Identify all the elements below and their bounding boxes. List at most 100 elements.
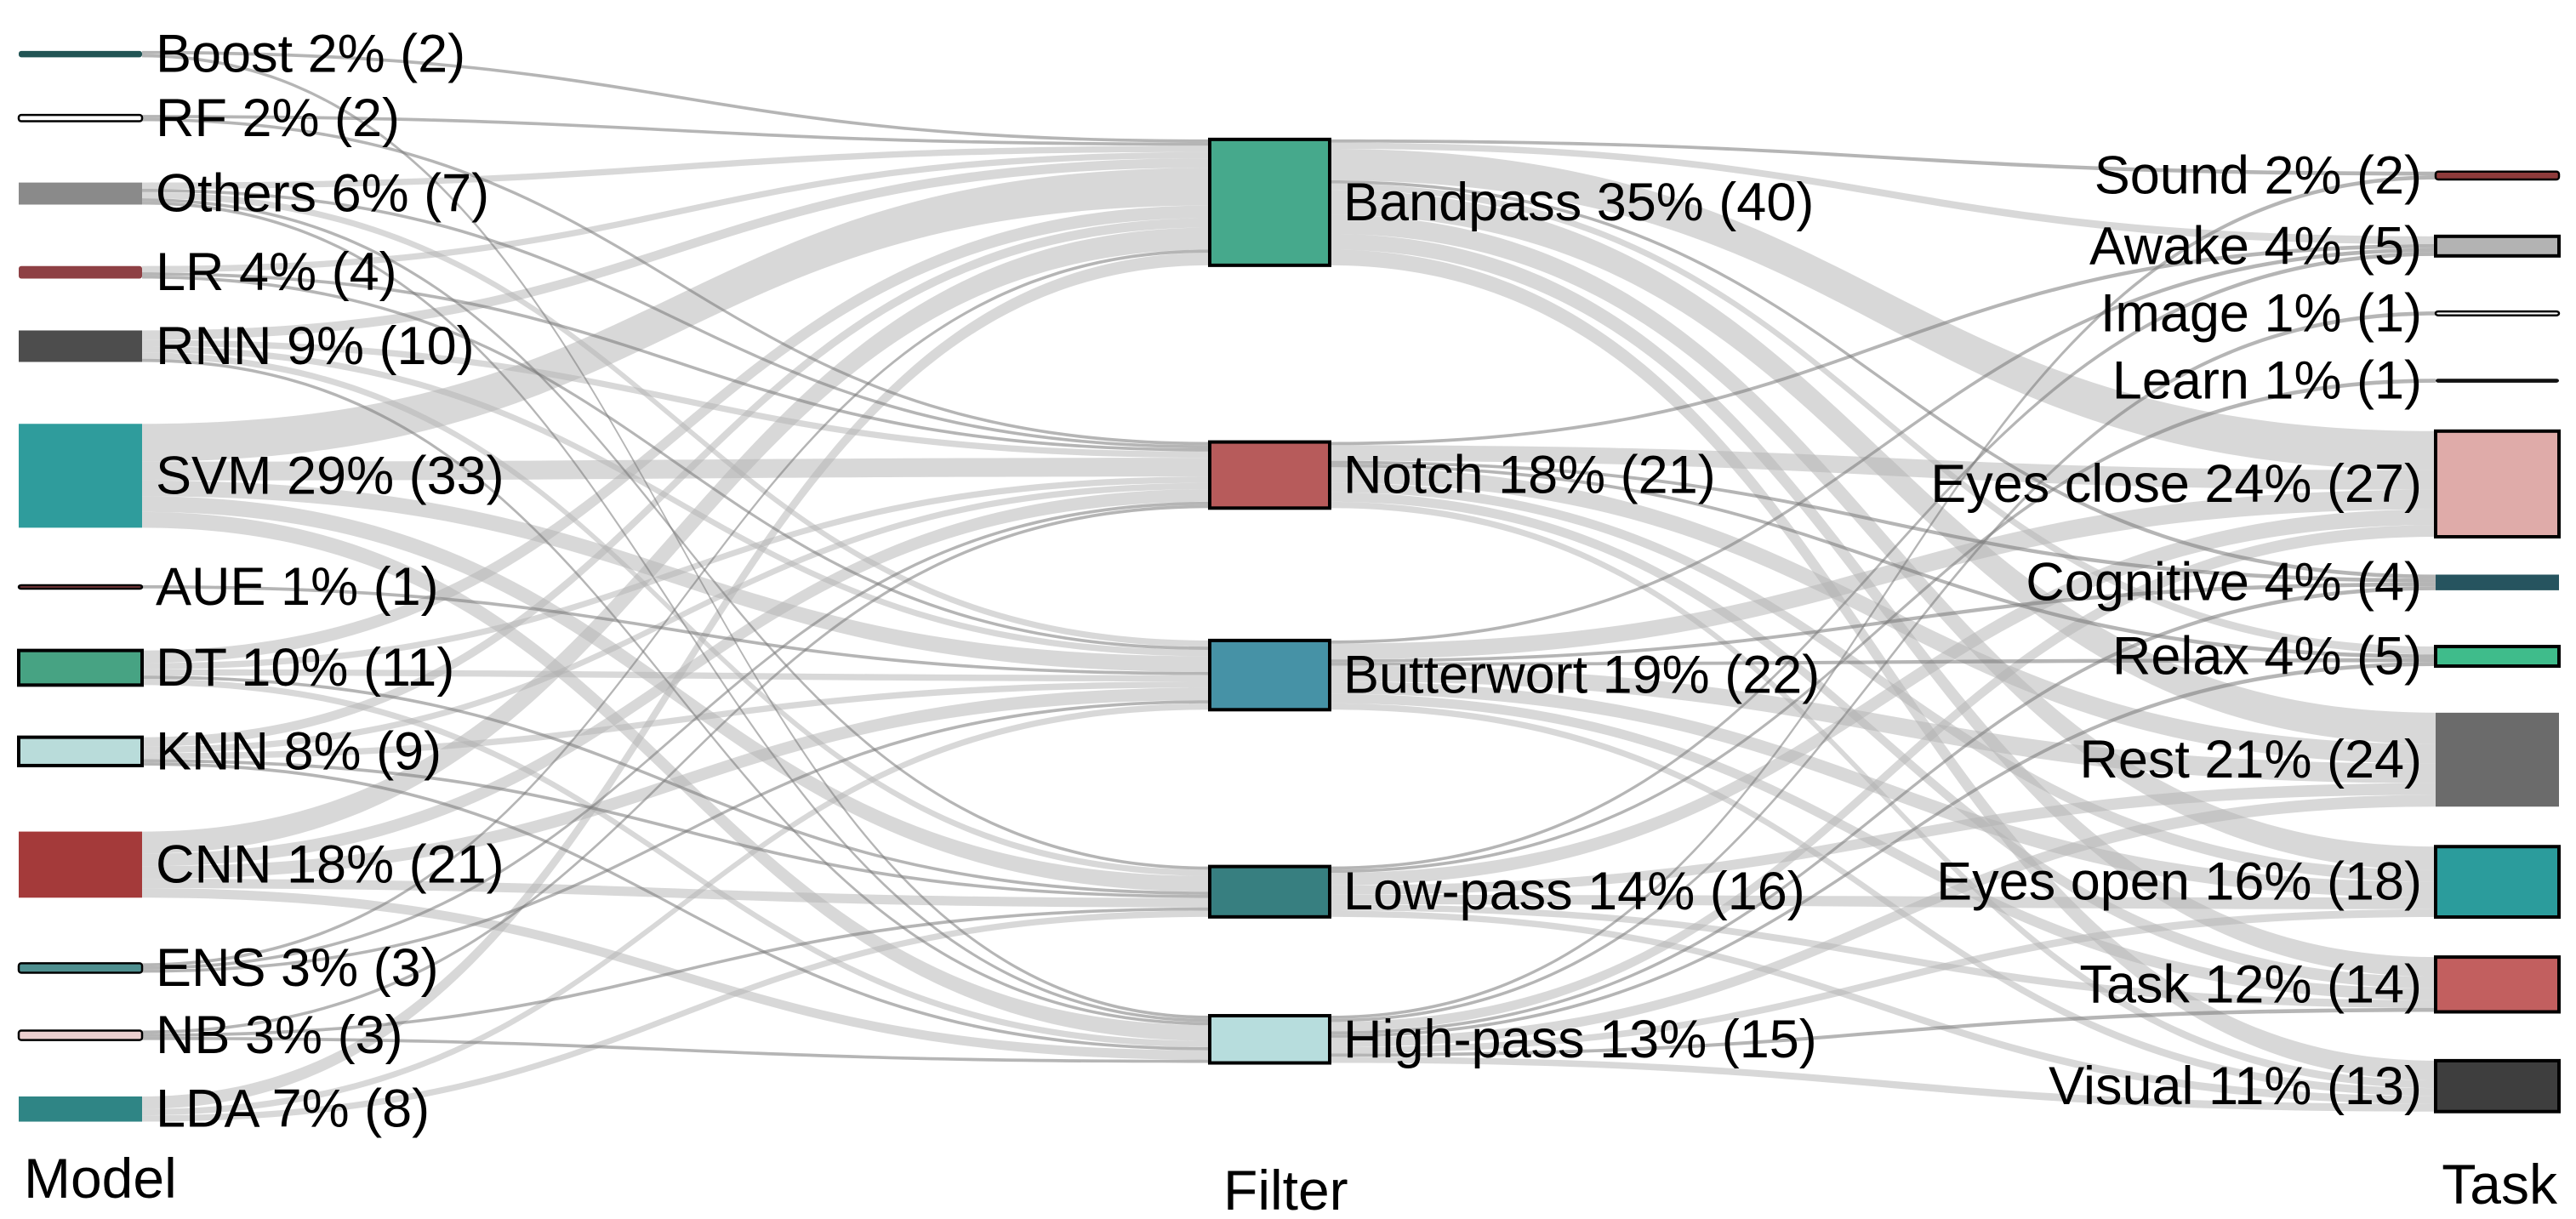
flow-bandpass-to-cognitive: [1330, 179, 2436, 579]
flow-high-pass-to-eyes-open: [1330, 909, 2436, 1054]
node-label-visual: Visual 11% (13): [2049, 1057, 2422, 1116]
flow-svm-to-butterwort: [142, 480, 1210, 672]
flow-notch-to-cognitive: [1330, 460, 2436, 583]
flow-low-pass-to-visual: [1330, 910, 2436, 1104]
flow-notch-to-rest: [1330, 467, 2436, 764]
flow-high-pass-to-rest: [1330, 795, 2436, 1048]
nodes-layer: [17, 50, 2561, 1122]
node-labels-layer: Boost 2% (2)RF 2% (2) Others 6% (7) LR 4% …: [156, 25, 2422, 1139]
flow-notch-to-awake: [1330, 244, 2436, 446]
flow-rnn-to-high-pass: [142, 358, 1210, 1026]
flow-rnn-to-notch: [142, 339, 1210, 459]
node-high-pass: [1208, 1014, 1331, 1065]
node-rf: [17, 113, 144, 122]
node-label-butterwort: Butterwort 19% (22): [1343, 646, 1820, 705]
flow-low-pass-to-learn: [1330, 379, 2436, 874]
flow-bandpass-to-sound: [1330, 139, 2436, 176]
flow-rnn-to-bandpass: [142, 158, 1210, 340]
node-label-task: Task 12% (14): [2079, 954, 2422, 1014]
flow-svm-to-notch: [142, 458, 1210, 481]
column-label-model: Model: [24, 1147, 177, 1210]
flow-high-pass-to-eyes-close: [1330, 525, 2436, 1032]
flow-others-to-notch: [142, 189, 1210, 448]
node-label-rf: RF 2% (2): [156, 88, 400, 148]
node-label-dt: DT 10% (11): [156, 638, 454, 698]
node-nb: [17, 1029, 144, 1041]
flow-others-to-low-pass: [142, 198, 1210, 870]
node-label-eyes-open: Eyes open 16% (18): [1936, 852, 2422, 912]
node-image: [2434, 310, 2561, 316]
node-label-others: Others 6% (7): [156, 164, 489, 224]
flow-butterwort-to-task: [1330, 693, 2436, 1000]
flow-butterwort-to-rest: [1330, 665, 2436, 783]
node-label-cognitive: Cognitive 4% (4): [2026, 553, 2422, 612]
flow-cnn-to-bandpass: [142, 227, 1210, 854]
node-svm: [19, 424, 142, 528]
flow-boost-to-bandpass: [142, 50, 1210, 143]
flow-low-pass-to-task: [1330, 904, 2436, 1008]
node-label-rnn: RNN 9% (10): [156, 316, 475, 376]
node-label-learn: Learn 1% (1): [2112, 351, 2422, 411]
flow-butterwort-to-visual: [1330, 703, 2436, 1097]
node-label-high-pass: High-pass 13% (15): [1343, 1010, 1817, 1069]
flow-nb-to-low-pass: [142, 907, 1210, 1037]
node-label-boost: Boost 2% (2): [156, 25, 465, 84]
flow-rnn-to-butterwort: [142, 345, 1210, 657]
node-others: [19, 182, 142, 205]
flow-bandpass-to-eyes-close: [1330, 148, 2436, 470]
node-label-relax: Relax 4% (5): [2112, 627, 2422, 686]
flow-butterwort-to-eyes-open: [1330, 681, 2436, 898]
node-knn: [17, 735, 144, 767]
flow-dt-to-bandpass: [142, 205, 1210, 664]
flow-rf-to-notch: [142, 117, 1210, 446]
flow-nb-to-notch: [142, 504, 1210, 1034]
node-label-cnn: CNN 18% (21): [156, 835, 504, 894]
node-label-bandpass: Bandpass 35% (40): [1343, 173, 1814, 232]
flow-ens-to-bandpass: [142, 249, 1210, 967]
flow-high-pass-to-image: [1330, 311, 2436, 1022]
node-label-aue: AUE 1% (1): [156, 557, 439, 617]
node-label-awake: Awake 4% (5): [2089, 216, 2422, 276]
flow-lr-to-notch: [142, 272, 1210, 452]
flow-rnn-to-low-pass: [142, 352, 1210, 876]
node-label-image: Image 1% (1): [2100, 283, 2422, 343]
flow-notch-to-visual: [1330, 501, 2436, 1089]
node-label-nb: NB 3% (3): [156, 1005, 403, 1065]
node-label-low-pass: Low-pass 14% (16): [1343, 862, 1805, 921]
flow-butterwort-to-awake: [1330, 248, 2436, 644]
node-visual: [2434, 1058, 2561, 1114]
flow-notch-to-task: [1330, 492, 2436, 988]
node-label-lr: LR 4% (4): [156, 242, 397, 302]
node-sound: [2434, 170, 2561, 181]
flow-high-pass-to-sound: [1330, 175, 2436, 1019]
node-eyes-close: [2434, 429, 2561, 539]
flow-knn-to-bandpass: [142, 218, 1210, 747]
flow-aue-to-butterwort: [142, 584, 1210, 675]
flow-ens-to-notch: [142, 501, 1210, 970]
flow-bandpass-to-visual: [1330, 249, 2436, 1080]
flow-low-pass-to-eyes-close: [1330, 509, 2436, 886]
flow-butterwort-to-relax: [1330, 658, 2436, 666]
flow-bandpass-to-awake: [1330, 142, 2436, 245]
flow-high-pass-to-visual: [1330, 1057, 2436, 1112]
flows-layer: [142, 50, 2436, 1122]
flow-ens-to-butterwort: [142, 700, 1210, 973]
node-ens: [17, 962, 144, 974]
flow-bandpass-to-eyes-open: [1330, 214, 2436, 870]
column-labels: Model Filter Task: [24, 1147, 2558, 1219]
flow-high-pass-to-relax: [1330, 662, 2436, 1038]
node-butterwort: [1208, 638, 1331, 712]
column-label-task: Task: [2442, 1153, 2558, 1216]
flow-bandpass-to-task: [1330, 233, 2436, 977]
node-lr: [19, 265, 142, 279]
node-label-knn: KNN 8% (9): [156, 721, 442, 781]
node-low-pass: [1208, 864, 1331, 919]
node-label-svm: SVM 29% (33): [156, 446, 504, 505]
flow-svm-to-low-pass: [142, 496, 1210, 892]
flow-butterwort-to-cognitive: [1330, 582, 2436, 663]
flow-dt-to-low-pass: [142, 675, 1210, 895]
flow-cnn-to-high-pass: [142, 888, 1210, 1060]
node-eyes-open: [2434, 845, 2561, 920]
node-rnn: [19, 330, 142, 362]
